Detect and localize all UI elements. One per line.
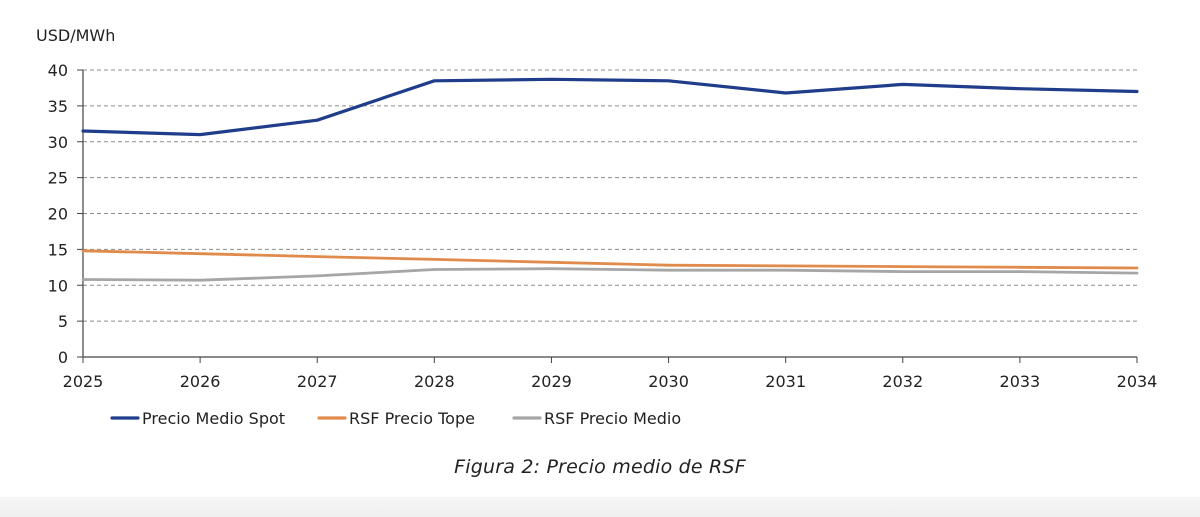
series-lines [81,77,1139,282]
y-tick-label: 30 [48,133,68,152]
axes [77,69,1138,363]
x-tick-label: 2033 [1000,372,1041,391]
y-tick-label: 10 [48,276,68,295]
x-tick-label: 2028 [414,372,455,391]
legend: Precio Medio Spot RSF Precio Tope RSF Prec… [110,409,681,428]
series-line-1 [81,77,1139,137]
y-axis-label: USD/MWh [36,26,115,45]
y-tick-label: 5 [58,312,68,331]
x-tick-label: 2027 [297,372,338,391]
y-tick-label: 20 [48,205,68,224]
y-tick-label: 25 [48,169,68,188]
y-tick-label: 35 [48,97,68,116]
x-tick-label: 2030 [648,372,689,391]
x-tick-label: 2032 [882,372,923,391]
x-tick-label: 2029 [531,372,572,391]
legend-label: RSF Precio Tope [349,409,475,428]
legend-label: Precio Medio Spot [142,409,285,428]
figure-caption: Figura 2: Precio medio de RSF [454,456,746,478]
x-tick-label: 2034 [1117,372,1158,391]
series-line-2 [81,249,1139,270]
series-line-3 [81,267,1139,282]
x-tick-label: 2025 [63,372,104,391]
y-tick-label: 0 [58,348,68,367]
grid-lines [83,69,1137,322]
y-tick-label: 40 [48,61,68,80]
x-tick-label: 2026 [180,372,221,391]
bottom-shadow-strip [0,497,1200,517]
x-tick-label: 2031 [765,372,806,391]
legend-label: RSF Precio Medio [544,409,681,428]
y-tick-label: 15 [48,240,68,259]
